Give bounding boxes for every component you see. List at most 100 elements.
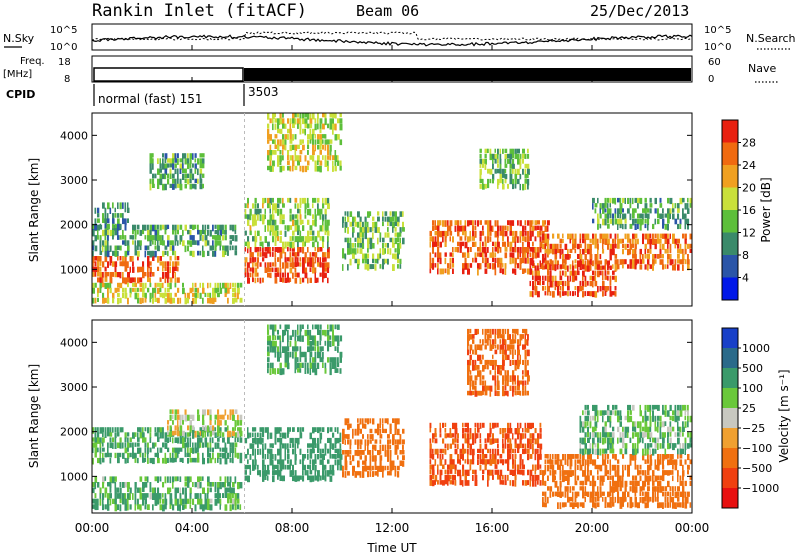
heatmap-cell xyxy=(279,160,282,165)
heatmap-cell xyxy=(122,261,125,267)
heatmap-cell xyxy=(352,434,354,439)
heatmap-cell xyxy=(537,265,539,272)
heatmap-cell xyxy=(584,459,587,466)
heatmap-cell xyxy=(167,173,169,179)
heatmap-cell xyxy=(294,113,297,118)
heatmap-cell xyxy=(224,420,227,426)
heatmap-cell xyxy=(644,426,648,433)
heatmap-cell xyxy=(462,443,465,450)
heatmap-cell xyxy=(627,415,630,423)
heatmap-cell xyxy=(147,250,150,256)
heatmap-cell xyxy=(654,486,657,492)
heatmap-cell xyxy=(317,346,320,353)
heatmap-cell xyxy=(314,335,316,342)
heatmap-cell xyxy=(127,202,129,209)
heatmap-cell xyxy=(119,245,122,251)
heatmap-cell xyxy=(559,464,562,471)
heatmap-cell xyxy=(212,235,215,240)
heatmap-cell xyxy=(167,235,170,240)
heatmap-cell xyxy=(362,418,364,424)
heatmap-cell xyxy=(272,139,275,144)
heatmap-cell xyxy=(104,266,107,272)
heatmap-cell xyxy=(324,134,327,139)
heatmap-cell xyxy=(189,153,192,159)
heatmap-cell xyxy=(162,173,165,180)
heatmap-cell xyxy=(634,432,638,437)
heatmap-cell xyxy=(379,264,382,269)
heatmap-cell xyxy=(614,291,617,297)
heatmap-cell xyxy=(312,230,315,236)
heatmap-cell xyxy=(292,464,294,471)
heatmap-cell xyxy=(507,438,510,443)
heatmap-cell xyxy=(517,428,520,435)
heatmap-cell xyxy=(164,272,168,279)
heatmap-cell xyxy=(479,173,482,180)
heatmap-cell xyxy=(559,480,562,488)
heatmap-cell xyxy=(472,241,475,247)
heatmap-cell xyxy=(282,134,285,141)
heatmap-cell xyxy=(277,475,279,480)
heatmap-cell xyxy=(379,444,382,451)
heatmap-cell xyxy=(594,415,597,421)
heatmap-cell xyxy=(469,464,472,471)
heatmap-cell xyxy=(292,252,295,257)
heatmap-cell xyxy=(252,427,255,432)
heatmap-cell xyxy=(457,230,460,237)
heatmap-cell xyxy=(282,443,285,449)
heatmap-cell xyxy=(674,243,677,249)
heatmap-cell xyxy=(634,259,638,266)
heatmap-cell xyxy=(432,263,435,270)
heatmap-cell xyxy=(597,432,599,440)
heatmap-cell xyxy=(437,241,440,247)
heatmap-cell xyxy=(622,259,625,265)
heatmap-cell xyxy=(107,292,109,298)
heatmap-cell xyxy=(429,252,432,258)
heatmap-cell xyxy=(657,426,659,433)
heatmap-cell xyxy=(104,223,107,229)
heatmap-cell xyxy=(532,260,535,266)
heatmap-cell xyxy=(512,334,514,340)
heatmap-cell xyxy=(462,263,465,270)
heatmap-cell xyxy=(682,496,684,504)
heatmap-cell xyxy=(667,259,669,264)
heatmap-cell xyxy=(267,470,270,475)
heatmap-cell xyxy=(339,165,342,171)
heatmap-cell xyxy=(489,334,492,339)
velocity-colorbar-label: Velocity [m s⁻¹] xyxy=(777,369,791,462)
heatmap-cell xyxy=(272,165,274,172)
heatmap-cell xyxy=(502,438,504,444)
heatmap-cell xyxy=(392,221,395,229)
heatmap-cell xyxy=(339,351,343,358)
heatmap-cell xyxy=(227,297,229,304)
heatmap-cell xyxy=(329,470,333,475)
heatmap-cell xyxy=(327,335,330,342)
heatmap-cell xyxy=(352,471,355,476)
heatmap-cell xyxy=(249,252,253,257)
heatmap-cell xyxy=(359,237,362,244)
heatmap-cell xyxy=(399,450,402,455)
heatmap-cell xyxy=(502,380,504,385)
heatmap-cell xyxy=(592,502,595,508)
heatmap-cell xyxy=(452,459,455,466)
heatmap-cell xyxy=(354,258,358,264)
heatmap-cell xyxy=(592,437,595,445)
heatmap-cell xyxy=(292,470,294,476)
heatmap-cell xyxy=(597,475,599,480)
heatmap-cell xyxy=(574,259,577,264)
heatmap-cell xyxy=(329,437,332,445)
heatmap-cell xyxy=(402,455,405,460)
heatmap-cell xyxy=(529,247,533,252)
heatmap-cell xyxy=(232,493,234,499)
heatmap-cell xyxy=(537,220,540,225)
heatmap-cell xyxy=(619,432,622,438)
heatmap-cell xyxy=(199,163,203,169)
heatmap-cell xyxy=(269,160,272,167)
heatmap-cell xyxy=(467,247,469,254)
heatmap-cell xyxy=(199,229,202,236)
heatmap-cell xyxy=(577,454,579,459)
heatmap-cell xyxy=(522,247,525,254)
heatmap-cell xyxy=(309,262,313,268)
heatmap-cell xyxy=(199,235,202,241)
heatmap-cell xyxy=(277,459,280,465)
